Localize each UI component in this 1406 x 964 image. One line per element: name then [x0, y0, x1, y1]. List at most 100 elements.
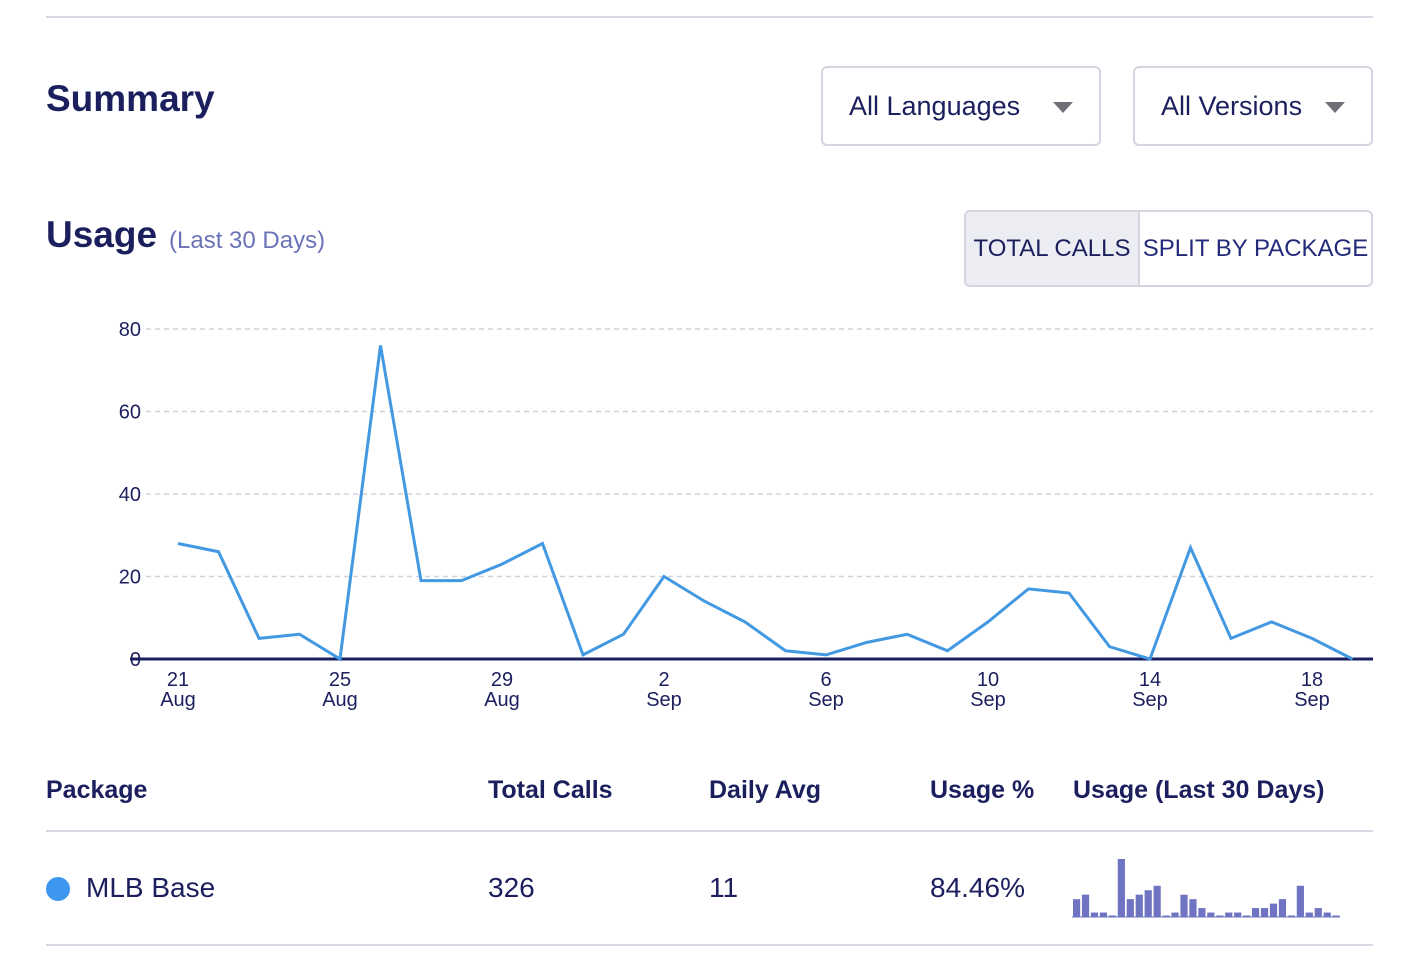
- x-tick-month: Aug: [322, 689, 358, 711]
- data-point[interactable]: [1185, 542, 1197, 554]
- sparkline-bar: [1171, 912, 1179, 917]
- caret-down-icon: [1053, 102, 1073, 113]
- sparkline-bar: [1180, 894, 1188, 917]
- data-point[interactable]: [577, 649, 589, 661]
- data-point[interactable]: [901, 628, 913, 640]
- sparkline-bar: [1207, 912, 1215, 917]
- x-tick-month: Sep: [646, 689, 682, 711]
- sparkline-bar: [1090, 912, 1099, 917]
- sparkline-bar: [1189, 899, 1197, 917]
- sparkline-bar: [1332, 915, 1340, 917]
- x-tick-day: 29: [491, 669, 513, 691]
- usage-pct-value: 84.46%: [930, 872, 1025, 903]
- table-row-divider: [46, 944, 1373, 946]
- version-dropdown[interactable]: All Versions: [1133, 66, 1373, 146]
- usage-subtitle: (Last 30 Days): [169, 227, 326, 254]
- sparkline-bar: [1225, 912, 1233, 917]
- data-point[interactable]: [334, 653, 346, 665]
- sparkline-bar: [1287, 915, 1295, 917]
- sparkline-bar: [1126, 899, 1134, 917]
- x-tick-day: 10: [977, 669, 999, 691]
- x-tick-month: Sep: [1294, 689, 1330, 711]
- summary-title: Summary: [46, 78, 215, 119]
- sparkline-bar: [1314, 908, 1322, 917]
- data-point[interactable]: [942, 645, 954, 657]
- series-line-total-calls: [177, 345, 1354, 662]
- data-point[interactable]: [213, 546, 225, 558]
- sparkline-bar: [1073, 899, 1081, 917]
- total-calls-toggle[interactable]: TOTAL CALLS: [966, 212, 1140, 285]
- x-tick-month: Aug: [484, 689, 520, 711]
- x-tick-day: 2: [658, 669, 669, 691]
- data-point[interactable]: [1306, 632, 1318, 644]
- sparkline-bar: [1162, 915, 1170, 917]
- data-point[interactable]: [1023, 583, 1035, 595]
- data-point[interactable]: [1225, 632, 1237, 644]
- data-point[interactable]: [1347, 653, 1359, 665]
- data-point[interactable]: [172, 538, 184, 550]
- sparkline-bar: [1117, 859, 1125, 917]
- top-divider: [46, 16, 1373, 18]
- sparkline-bar: [1323, 912, 1331, 917]
- data-point[interactable]: [1144, 653, 1156, 665]
- caret-down-icon: [1325, 102, 1345, 113]
- x-tick-day: 18: [1301, 669, 1323, 691]
- data-point[interactable]: [415, 575, 427, 587]
- language-dropdown[interactable]: All Languages: [821, 66, 1101, 146]
- data-point[interactable]: [1063, 587, 1075, 599]
- data-point[interactable]: [253, 632, 265, 644]
- sparkline-bar: [1296, 885, 1304, 917]
- daily-avg-value: 11: [709, 872, 739, 903]
- column-header-daily-avg[interactable]: Daily Avg: [709, 776, 822, 804]
- sparkline-bar: [1144, 890, 1152, 917]
- sparkline-bar: [1198, 908, 1206, 917]
- sparkline-bar: [1234, 912, 1242, 917]
- column-header-total-calls[interactable]: Total Calls: [488, 776, 613, 804]
- data-point[interactable]: [739, 616, 751, 628]
- sparkline-bar: [1269, 903, 1278, 917]
- version-dropdown-label: All Versions: [1161, 90, 1303, 121]
- sparkline-bar: [1252, 908, 1260, 917]
- sparkline-bar: [1153, 885, 1161, 917]
- sparkline-bar: [1216, 915, 1224, 917]
- x-tick-day: 25: [329, 669, 351, 691]
- data-point[interactable]: [375, 340, 387, 352]
- sparkline-bar: [1108, 915, 1116, 917]
- x-tick-month: Aug: [160, 689, 196, 711]
- data-point[interactable]: [658, 571, 670, 583]
- usage-title: Usage: [46, 214, 158, 255]
- sparkline-bar: [1260, 908, 1269, 917]
- sparkline-bar: [1278, 899, 1287, 917]
- x-tick-day: 6: [820, 669, 831, 691]
- language-dropdown-label: All Languages: [849, 90, 1021, 121]
- x-tick-month: Sep: [970, 689, 1006, 711]
- data-point[interactable]: [456, 575, 468, 587]
- split-by-package-toggle[interactable]: SPLIT BY PACKAGE: [1142, 234, 1369, 262]
- sparkline-bar: [1135, 894, 1143, 917]
- x-tick-month: Sep: [1132, 689, 1168, 711]
- data-point[interactable]: [820, 649, 832, 661]
- data-point[interactable]: [496, 558, 508, 570]
- usage-sparkline: [1072, 859, 1340, 918]
- y-tick-label: 20: [119, 567, 141, 589]
- column-header-package[interactable]: Package: [46, 776, 148, 804]
- data-point[interactable]: [1104, 641, 1116, 653]
- y-tick-label: 40: [119, 484, 141, 506]
- x-tick-day: 21: [167, 669, 189, 691]
- package-name: MLB Base: [86, 872, 216, 903]
- data-point[interactable]: [537, 538, 549, 550]
- column-header-usage-30: Usage (Last 30 Days): [1073, 776, 1325, 804]
- data-point[interactable]: [780, 645, 792, 657]
- sparkline-bar: [1081, 894, 1090, 917]
- total-calls-value: 326: [488, 872, 535, 903]
- data-point[interactable]: [699, 595, 711, 607]
- data-point[interactable]: [861, 637, 873, 649]
- chart-mode-toggle: TOTAL CALLS SPLIT BY PACKAGE: [964, 210, 1373, 287]
- data-point[interactable]: [1266, 616, 1278, 628]
- usage-line-chart: 02040608021Aug25Aug29Aug2Sep6Sep10Sep14S…: [119, 319, 1373, 711]
- data-point[interactable]: [618, 628, 630, 640]
- data-point[interactable]: [294, 628, 306, 640]
- sparkline-bar: [1243, 915, 1251, 917]
- column-header-usage-pct[interactable]: Usage %: [930, 776, 1035, 804]
- data-point[interactable]: [982, 616, 994, 628]
